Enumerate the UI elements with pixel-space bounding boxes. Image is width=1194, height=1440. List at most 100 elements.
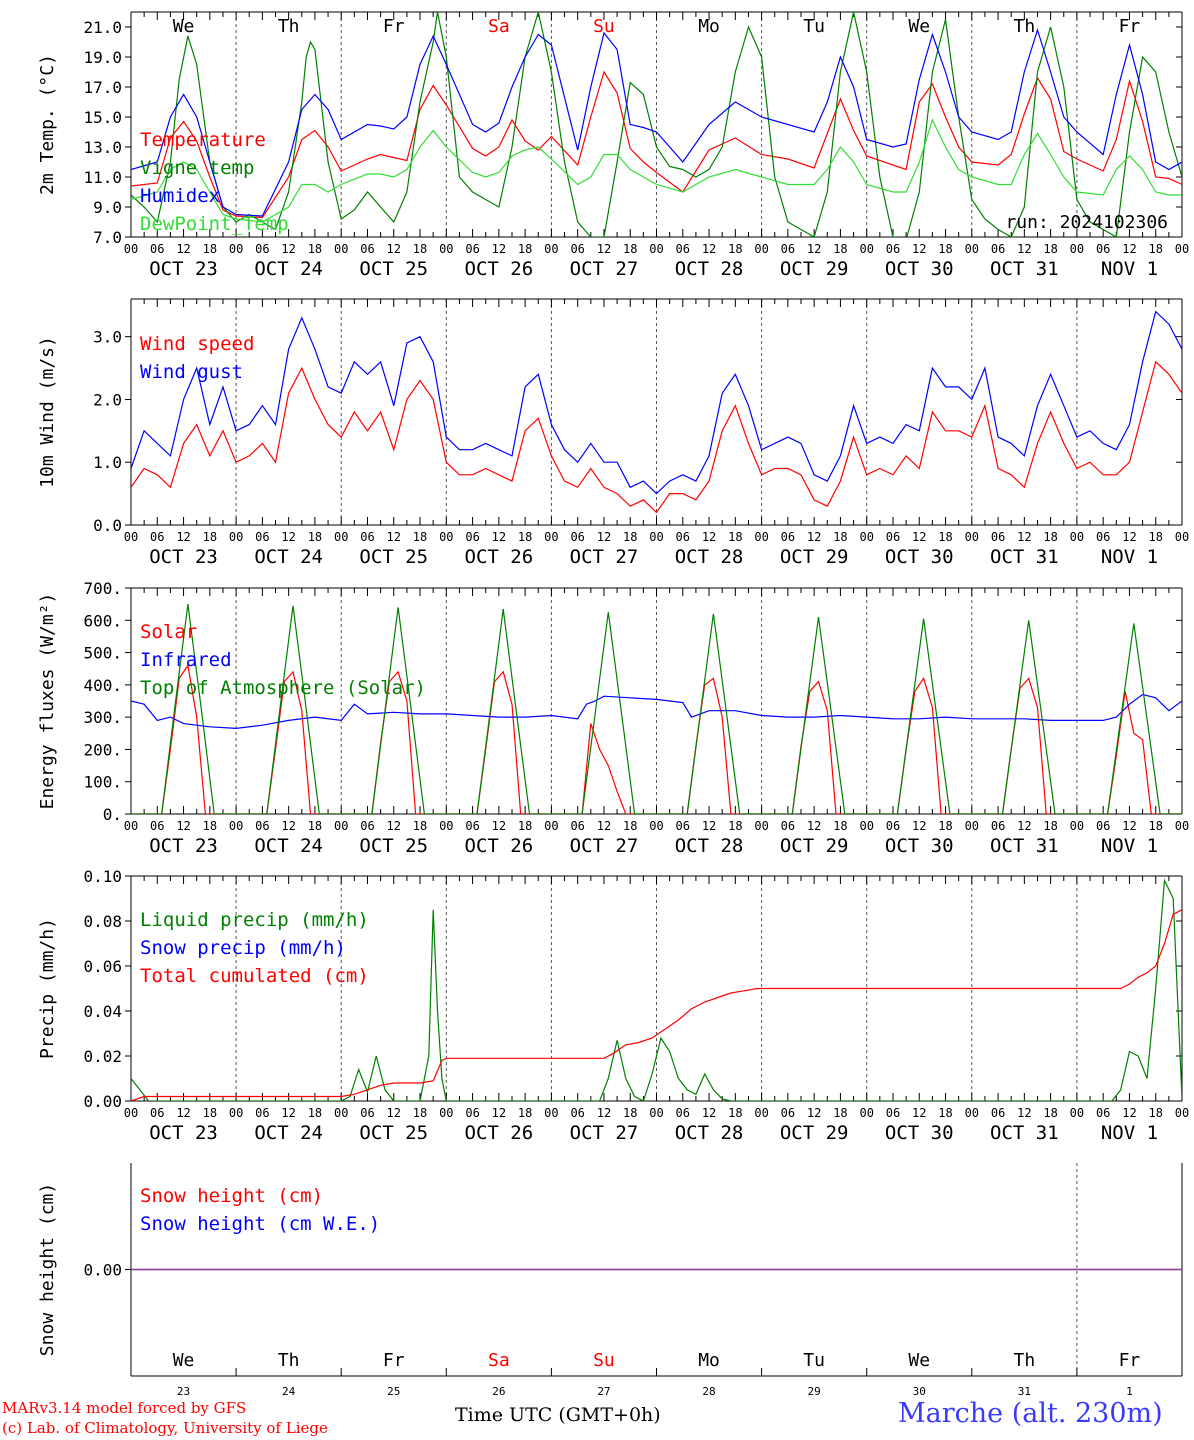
hour-tick-label: 18 — [833, 530, 847, 544]
hour-tick-label: 00 — [1070, 819, 1084, 833]
hour-tick-label: 06 — [150, 819, 164, 833]
date-label: OCT 24 — [254, 835, 323, 857]
hour-tick-label: 00 — [859, 242, 873, 256]
hour-tick-label: 06 — [1096, 242, 1110, 256]
hour-tick-label: 12 — [807, 819, 821, 833]
series-vigne-temp — [131, 12, 1182, 237]
y-axis-label: 2m Temp. (°C) — [37, 54, 58, 195]
y-tick-label: 100. — [83, 773, 122, 792]
date-label: OCT 30 — [885, 835, 954, 857]
y-axis-label: Precip (mm/h) — [37, 918, 58, 1059]
hour-tick-label: 06 — [676, 242, 690, 256]
hour-tick-label: 18 — [203, 530, 217, 544]
date-label: OCT 27 — [570, 546, 639, 568]
hour-tick-label: 00 — [649, 1106, 663, 1120]
hour-tick-label: 00 — [124, 530, 138, 544]
legend-entry: Wind gust — [140, 361, 243, 383]
y-tick-label: 0.04 — [83, 1002, 122, 1021]
hour-tick-label: 18 — [728, 819, 742, 833]
hour-tick-label: 06 — [991, 819, 1005, 833]
hour-tick-label: 12 — [176, 242, 190, 256]
date-label: OCT 23 — [149, 835, 218, 857]
date-label: OCT 27 — [570, 1122, 639, 1144]
y-tick-label: 0.0 — [93, 516, 122, 535]
hour-tick-label: 12 — [702, 819, 716, 833]
y-tick-label: 3.0 — [93, 328, 122, 347]
hour-tick-label: 18 — [413, 819, 427, 833]
hour-tick-label: 06 — [886, 819, 900, 833]
date-label: OCT 23 — [149, 1122, 218, 1144]
hour-tick-label: 18 — [518, 819, 532, 833]
date-label: OCT 28 — [675, 835, 744, 857]
hour-tick-label: 18 — [623, 530, 637, 544]
y-axis-label: Snow height (cm) — [37, 1183, 58, 1356]
hour-tick-label: 18 — [938, 819, 952, 833]
weekday-label-bottom: We — [908, 1350, 930, 1371]
y-axis-label: Energy fluxes (W/m²) — [37, 593, 58, 810]
date-label: OCT 27 — [570, 258, 639, 280]
hour-tick-label: 00 — [649, 819, 663, 833]
y-tick-label: 17.0 — [83, 78, 122, 97]
hour-tick-label: 00 — [965, 819, 979, 833]
hour-tick-label: 12 — [281, 819, 295, 833]
hour-tick-label: 00 — [334, 530, 348, 544]
hour-tick-label: 06 — [360, 242, 374, 256]
hour-tick-label: 18 — [413, 242, 427, 256]
hour-tick-label: 00 — [754, 242, 768, 256]
hour-tick-label: 12 — [492, 819, 506, 833]
hour-tick-label: 12 — [912, 1106, 926, 1120]
date-label: OCT 23 — [149, 258, 218, 280]
hour-tick-label: 18 — [623, 242, 637, 256]
hour-tick-label: 12 — [912, 242, 926, 256]
hour-tick-label: 18 — [833, 819, 847, 833]
hour-tick-label: 00 — [334, 819, 348, 833]
hour-tick-label: 06 — [150, 242, 164, 256]
hour-tick-label: 18 — [1148, 1106, 1162, 1120]
hour-tick-label: 12 — [807, 530, 821, 544]
hour-tick-label: 12 — [387, 242, 401, 256]
weekday-label-top: Th — [1014, 16, 1036, 37]
hour-tick-label: 06 — [360, 819, 374, 833]
legend-entry: Snow height (cm W.E.) — [140, 1213, 380, 1235]
y-tick-label: 0.00 — [83, 1261, 122, 1280]
hour-tick-label: 00 — [544, 530, 558, 544]
hour-tick-label: 12 — [1122, 819, 1136, 833]
hour-tick-label: 06 — [1096, 1106, 1110, 1120]
hour-tick-label: 00 — [965, 530, 979, 544]
weekday-label-top: Su — [593, 16, 615, 37]
hour-tick-label: 12 — [1122, 530, 1136, 544]
hour-tick-label: 18 — [308, 242, 322, 256]
y-tick-label: 21.0 — [83, 18, 122, 37]
hour-tick-label: 06 — [255, 819, 269, 833]
hour-tick-label: 00 — [124, 1106, 138, 1120]
hour-tick-label: 18 — [518, 242, 532, 256]
hour-tick-label: 00 — [1175, 530, 1189, 544]
hour-tick-label: 06 — [991, 1106, 1005, 1120]
hour-tick-label: 00 — [649, 242, 663, 256]
series-infrared — [131, 693, 1182, 730]
hour-tick-label: 18 — [203, 242, 217, 256]
hour-tick-label: 12 — [387, 530, 401, 544]
hour-tick-label: 06 — [1096, 530, 1110, 544]
hour-tick-label: 18 — [308, 819, 322, 833]
hour-tick-label: 00 — [439, 819, 453, 833]
run-annotation: run: 2024102306 — [1005, 212, 1168, 233]
hour-tick-label: 06 — [255, 242, 269, 256]
hour-tick-label: 12 — [912, 530, 926, 544]
hour-tick-label: 18 — [413, 1106, 427, 1120]
date-label: OCT 26 — [465, 1122, 534, 1144]
hour-tick-label: 18 — [1148, 819, 1162, 833]
day-number: 29 — [808, 1385, 821, 1398]
hour-tick-label: 06 — [150, 530, 164, 544]
weekday-label-top: Sa — [488, 16, 510, 37]
hour-tick-label: 06 — [465, 819, 479, 833]
hour-tick-label: 06 — [781, 242, 795, 256]
hour-tick-label: 06 — [991, 242, 1005, 256]
hour-tick-label: 18 — [518, 1106, 532, 1120]
weekday-label-top: Fr — [1119, 16, 1141, 37]
y-tick-label: 15.0 — [83, 108, 122, 127]
hour-tick-label: 00 — [439, 1106, 453, 1120]
day-number: 23 — [177, 1385, 190, 1398]
y-tick-label: 19.0 — [83, 48, 122, 67]
panel-5: 0.00 23 24 25 26 27 28 29 30 31 1 Snow height (cm) S… — [37, 1163, 1183, 1398]
